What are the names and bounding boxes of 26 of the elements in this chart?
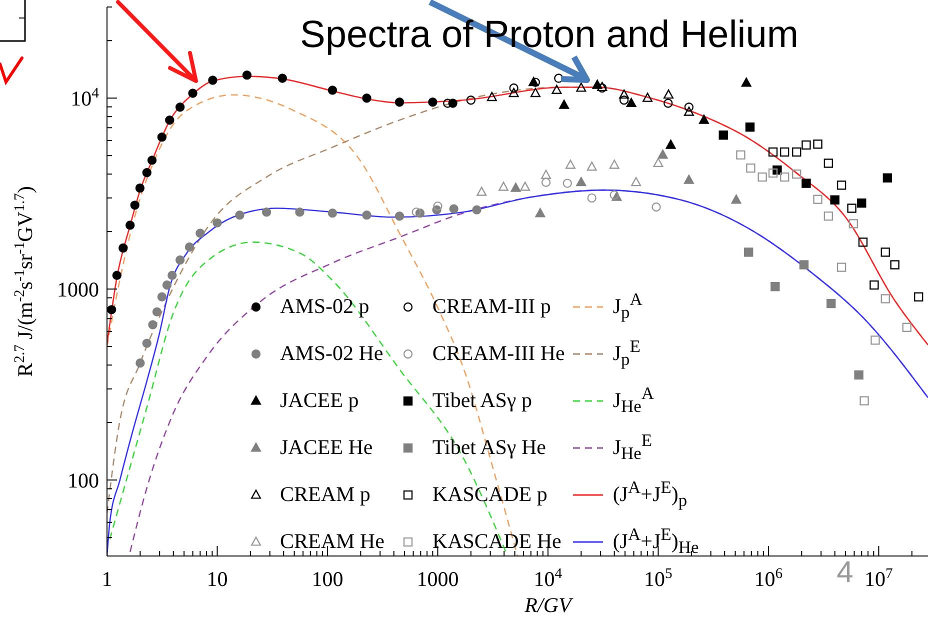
text: 4 (836, 556, 854, 589)
y-tick-label: 100 (68, 468, 99, 492)
x-tick-label: 10 (206, 567, 228, 591)
x-tick-label: 10$^{4}$ (534, 566, 563, 591)
x-tick-label: 100 (312, 567, 344, 591)
y-tick-label: 10$^{4}$ (70, 85, 100, 110)
x-tick-label: 1 (102, 567, 112, 591)
legend-label: (J$^{A}$+J$^{E}$)$_{He}$ (612, 524, 699, 559)
legend-label: KASCADE He (432, 529, 562, 554)
legend-label: CREAM-III p (432, 294, 551, 319)
legend-label: CREAM-III He (432, 341, 565, 366)
x-axis-title: R/GV (524, 593, 574, 617)
legend-label: JACEE He (280, 435, 373, 460)
legend-label: Tibet ASγ p (432, 388, 532, 413)
y-tick-label: 1000 (57, 277, 99, 302)
legend-label: Tibet ASγ He (432, 435, 546, 460)
legend-label: JACEE p (280, 388, 359, 413)
legend-label: AMS-02 p (280, 294, 370, 319)
x-tick-label: 10$^{7}$ (864, 566, 893, 591)
legend-label: CREAM p (280, 482, 370, 507)
x-tick-label: 10$^{6}$ (754, 566, 783, 591)
legend-label: AMS-02 He (280, 341, 384, 366)
legend-label: (J$^{A}$+J$^{E}$)$_{p}$ (612, 477, 688, 512)
x-tick-label: 1000 (416, 567, 459, 591)
x-tick-label: 10$^{5}$ (644, 566, 672, 591)
legend-label: CREAM He (280, 529, 384, 554)
